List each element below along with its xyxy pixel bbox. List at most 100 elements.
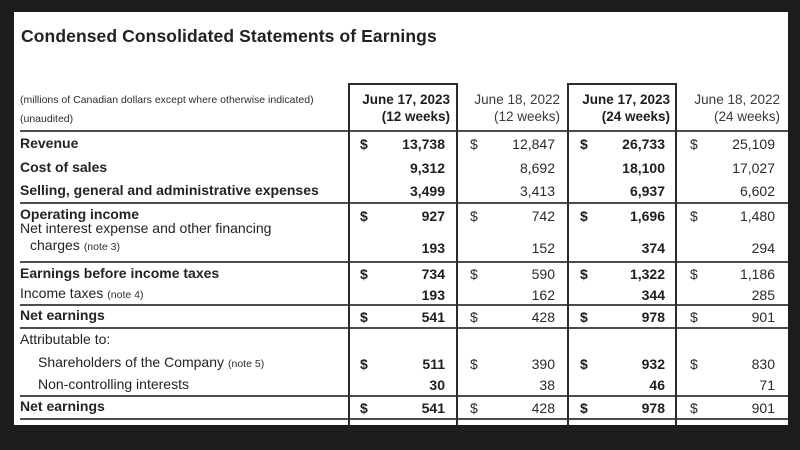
amount: 71 — [759, 377, 775, 393]
amount: 344 — [641, 286, 665, 303]
value-2023-24wk: 46 — [568, 377, 678, 393]
dollar-sign: $ — [470, 136, 478, 152]
table-row-cost-of-sales: Cost of sales 9,312 8,692 18,100 17,027 — [20, 156, 788, 180]
value-2023-12wk: 3,499 — [348, 183, 458, 199]
column-header-2023-12wk: June 17, 2023 (12 weeks) — [348, 92, 458, 130]
dollar-sign: $ — [360, 308, 368, 325]
column-header-2022-24wk: June 18, 2022 (24 weeks) — [678, 92, 788, 130]
amount: 932 — [641, 355, 665, 372]
table-row-attributable-to: Attributable to: — [20, 329, 788, 352]
value-2022-12wk: $590 — [458, 266, 568, 282]
row-label-text: Selling, general and administrative expe… — [20, 181, 319, 198]
amount: 1,480 — [739, 207, 775, 224]
table-header-row: (millions of Canadian dollars except whe… — [20, 83, 788, 132]
amount: 3,413 — [519, 183, 555, 199]
amount: 152 — [531, 240, 555, 256]
column-period: (12 weeks) — [493, 108, 560, 124]
value-2022-12wk: $428 — [458, 309, 568, 325]
dollar-sign: $ — [360, 399, 368, 416]
row-note: (note 3) — [83, 241, 120, 253]
amount: 25,109 — [732, 136, 775, 152]
page-title: Condensed Consolidated Statements of Ear… — [21, 26, 437, 46]
value-2023-24wk: 344 — [568, 287, 678, 303]
amount: 978 — [641, 399, 665, 416]
amount: 511 — [422, 355, 445, 372]
row-label-text: Operating income — [20, 206, 140, 222]
amount: 18,100 — [622, 160, 665, 176]
value-2022-12wk: $390 — [458, 356, 568, 372]
amount: 1,186 — [739, 266, 775, 282]
row-label: Non-controlling interests — [20, 376, 348, 395]
amount: 46 — [649, 377, 665, 393]
dollar-sign: $ — [470, 355, 478, 372]
value-2023-24wk: 374 — [568, 240, 678, 256]
value-2022-24wk: 285 — [678, 287, 788, 303]
amount: 9,312 — [409, 160, 445, 176]
row-label: Shareholders of the Company (note 5) — [20, 354, 348, 373]
value-2023-12wk: 30 — [348, 377, 458, 393]
value-2022-24wk: $830 — [678, 356, 788, 372]
dollar-sign: $ — [470, 266, 478, 282]
value-2023-12wk: $927 — [348, 208, 458, 224]
meta-units-line: (millions of Canadian dollars except whe… — [20, 94, 314, 106]
amount: 6,937 — [629, 183, 665, 199]
amount: 193 — [421, 240, 445, 256]
value-2023-12wk: $734 — [348, 266, 458, 282]
row-label: Cost of sales — [20, 159, 348, 178]
table-row-net-earnings: Net earnings $541 $428 $978 $901 — [20, 306, 788, 329]
row-label-text: Non-controlling interests — [38, 375, 189, 392]
amount: 3,499 — [409, 183, 445, 199]
row-label-text: Revenue — [20, 134, 79, 151]
dollar-sign: $ — [690, 355, 698, 372]
value-2023-24wk: 6,937 — [568, 183, 678, 199]
dollar-sign: $ — [580, 308, 588, 325]
earnings-table: (millions of Canadian dollars except whe… — [20, 83, 788, 420]
dollar-sign: $ — [690, 308, 698, 325]
dollar-sign: $ — [360, 355, 368, 372]
column-date: June 18, 2022 — [694, 92, 780, 107]
value-2022-12wk: 162 — [458, 287, 568, 303]
table-row-sga-expenses: Selling, general and administrative expe… — [20, 180, 788, 204]
amount: 541 — [421, 308, 445, 325]
value-2023-12wk: 193 — [348, 240, 458, 256]
value-2022-12wk: $428 — [458, 400, 568, 416]
row-label-text: Net earnings — [20, 307, 105, 323]
value-2023-24wk: $1,322 — [568, 266, 678, 282]
dollar-sign: $ — [360, 136, 368, 152]
value-2023-12wk: 193 — [348, 287, 458, 303]
value-2022-12wk: 152 — [458, 240, 568, 256]
table-meta: (millions of Canadian dollars except whe… — [20, 91, 348, 130]
row-label-text: Net interest expense and other financing… — [20, 220, 272, 253]
value-2022-24wk: 71 — [678, 377, 788, 393]
value-2022-12wk: 3,413 — [458, 183, 568, 199]
amount: 12,847 — [512, 136, 555, 152]
amount: 541 — [421, 399, 445, 416]
meta-unaudited-line: (unaudited) — [20, 113, 74, 125]
amount: 742 — [531, 207, 555, 224]
value-2022-12wk: $12,847 — [458, 136, 568, 152]
dollar-sign: $ — [470, 308, 478, 325]
amount: 374 — [641, 240, 665, 256]
value-2023-12wk: 9,312 — [348, 160, 458, 176]
dollar-sign: $ — [580, 355, 588, 372]
row-label: Operating income — [20, 206, 348, 225]
amount: 38 — [539, 377, 555, 393]
value-2022-12wk: 38 — [458, 377, 568, 393]
value-2023-12wk: $13,738 — [348, 136, 458, 152]
value-2023-12wk: $541 — [348, 400, 458, 416]
amount: 390 — [531, 355, 555, 372]
column-date: June 18, 2022 — [474, 92, 560, 107]
column-header-2022-12wk: June 18, 2022 (12 weeks) — [458, 92, 568, 130]
dollar-sign: $ — [580, 136, 588, 152]
row-label-text: Income taxes — [20, 285, 104, 301]
row-label: Net earnings — [20, 398, 348, 417]
value-2022-24wk: $901 — [678, 400, 788, 416]
row-label: Earnings before income taxes — [20, 265, 348, 284]
dollar-sign: $ — [690, 136, 698, 152]
statement-card: Condensed Consolidated Statements of Ear… — [14, 12, 788, 425]
amount: 901 — [751, 308, 775, 325]
amount: 30 — [429, 377, 445, 393]
dollar-sign: $ — [690, 399, 698, 416]
amount: 285 — [751, 286, 775, 303]
amount: 6,602 — [739, 183, 775, 199]
